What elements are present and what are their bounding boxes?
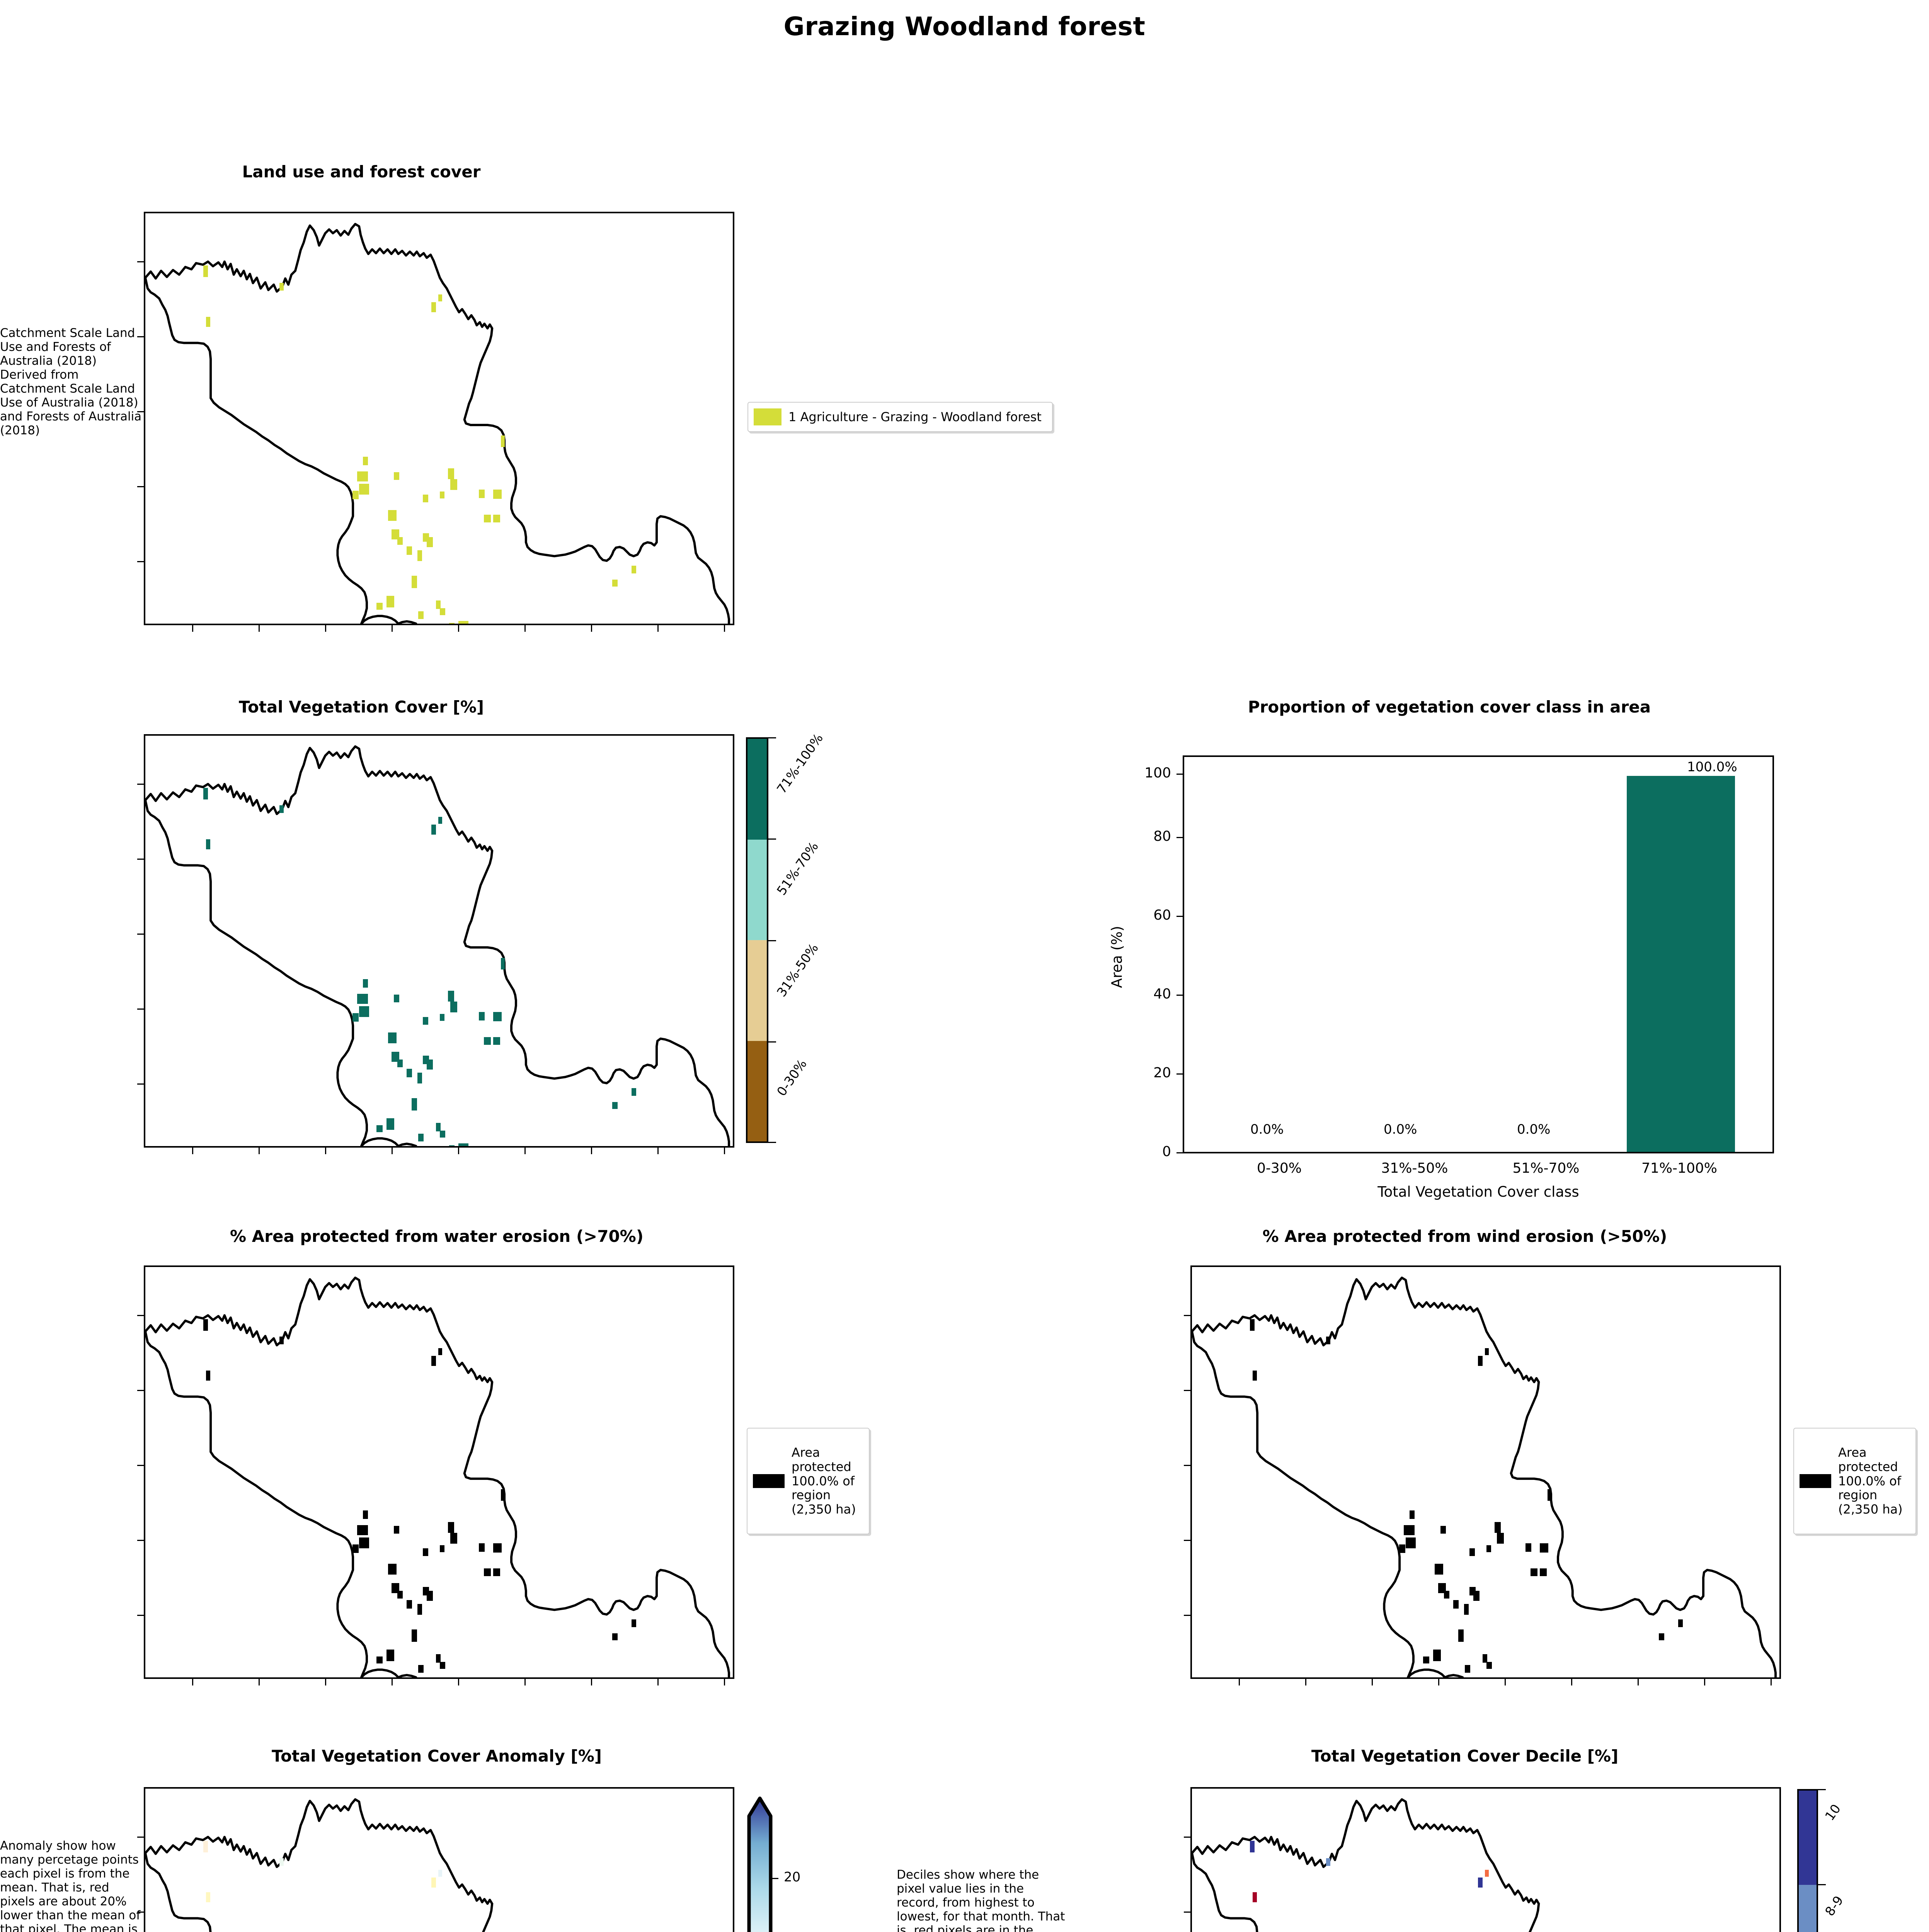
colorbar-segment-8-9 xyxy=(1799,1885,1817,1932)
decile-label-8-9: 8-9 xyxy=(1822,1893,1846,1919)
wind-erosion-legend: Area protected 100.0% of region (2,350 h… xyxy=(1793,1428,1916,1534)
wind-erosion-pixels xyxy=(1250,1319,1683,1673)
bar-71-100 xyxy=(1627,776,1735,1152)
wind-erosion-legend-swatch xyxy=(1800,1474,1831,1488)
colorbar-label-0-30: 0-30% xyxy=(774,1056,810,1099)
land-use-map-svg xyxy=(145,223,730,624)
y-tick-60: 60 xyxy=(1153,907,1171,923)
land-use-legend-swatch xyxy=(754,408,781,425)
y-tick-20: 20 xyxy=(1153,1065,1171,1081)
x-tick-51-70: 51%-70% xyxy=(1512,1160,1580,1176)
water-erosion-legend-label: Area protected 100.0% of region (2,350 h… xyxy=(792,1445,856,1517)
decile-colorbar-ticks: 10 8-9 4-7 2-3 1 xyxy=(1818,1789,1929,1932)
water-erosion-map xyxy=(144,1265,734,1679)
veg-cover-colorbar-ticks: 71%-100% 51%-70% 31%-50% 0-30% xyxy=(768,731,884,1143)
anomaly-pixels xyxy=(203,1841,442,1902)
anomaly-caption: Anomaly show how many percetage points e… xyxy=(0,1839,141,1932)
water-erosion-legend-swatch xyxy=(753,1474,785,1488)
y-tick-40: 40 xyxy=(1153,986,1171,1002)
land-use-map xyxy=(144,212,734,625)
veg-cover-colorbar xyxy=(746,737,768,1143)
x-tick-71-100: 71%-100% xyxy=(1641,1160,1717,1176)
y-tick-80: 80 xyxy=(1153,828,1171,844)
land-use-legend-label: 1 Agriculture - Grazing - Woodland fores… xyxy=(788,409,1042,424)
wind-erosion-map xyxy=(1190,1265,1781,1679)
veg-cover-map xyxy=(144,734,734,1148)
colorbar-segment-51-70 xyxy=(747,839,767,940)
bar-label-0-30: 0.0% xyxy=(1250,1122,1284,1137)
land-use-caption: Catchment Scale Land Use and Forests of … xyxy=(0,326,142,437)
decile-map-svg xyxy=(1192,1798,1540,1932)
anomaly-tick-20: 20 xyxy=(784,1869,801,1885)
water-erosion-legend: Area protected 100.0% of region (2,350 h… xyxy=(747,1428,870,1534)
land-use-legend: 1 Agriculture - Grazing - Woodland fores… xyxy=(747,402,1053,432)
colorbar-label-31-50: 31%-50% xyxy=(774,940,821,1000)
colorbar-segment-71-100 xyxy=(747,739,767,840)
colorbar-segment-10 xyxy=(1799,1791,1817,1885)
veg-proportion-chart-annotations: 0.0% 0.0% 0.0% 100.0% 0 20 40 60 80 100 … xyxy=(1109,755,1774,1200)
water-erosion-panel-title: % Area protected from water erosion (>70… xyxy=(230,1227,644,1246)
anomaly-panel-title: Total Vegetation Cover Anomaly [%] xyxy=(272,1747,602,1765)
anomaly-colorbar-ticks: 20 10 0 −10 −20 xyxy=(771,1793,894,1932)
land-use-panel-title: Land use and forest cover xyxy=(242,162,481,181)
anomaly-map-svg xyxy=(145,1798,494,1932)
decile-colorbar xyxy=(1797,1789,1818,1932)
decile-label-10: 10 xyxy=(1822,1801,1844,1823)
colorbar-segment-31-50 xyxy=(747,940,767,1041)
wind-erosion-panel-title: % Area protected from wind erosion (>50%… xyxy=(1262,1227,1667,1246)
colorbar-label-71-100: 71%-100% xyxy=(774,731,826,796)
anomaly-colorbar xyxy=(747,1796,773,1932)
veg-cover-pixels xyxy=(203,788,636,1146)
water-erosion-map-svg xyxy=(145,1276,730,1677)
decile-map xyxy=(1190,1787,1781,1932)
decile-panel-title: Total Vegetation Cover Decile [%] xyxy=(1311,1747,1619,1765)
bar-label-51-70: 0.0% xyxy=(1517,1122,1551,1137)
y-tick-0: 0 xyxy=(1162,1144,1171,1160)
page-title: Grazing Woodland forest xyxy=(783,12,1146,41)
colorbar-segment-0-30 xyxy=(747,1041,767,1141)
x-tick-31-50: 31%-50% xyxy=(1381,1160,1448,1176)
veg-proportion-chart xyxy=(1183,755,1774,1153)
land-use-pixels xyxy=(203,265,636,624)
water-erosion-pixels xyxy=(203,1319,636,1673)
y-tick-100: 100 xyxy=(1144,765,1171,781)
wind-erosion-map-svg xyxy=(1192,1276,1777,1677)
colorbar-label-51-70: 51%-70% xyxy=(774,839,821,898)
x-tick-0-30: 0-30% xyxy=(1257,1160,1302,1176)
bar-label-71-100: 100.0% xyxy=(1687,759,1737,775)
chart-y-axis-label: Area (%) xyxy=(1108,926,1125,988)
anomaly-map xyxy=(144,1787,734,1932)
decile-caption: Deciles show where the pixel value lies … xyxy=(897,1868,1065,1932)
veg-cover-panel-title: Total Vegetation Cover [%] xyxy=(238,697,484,716)
wind-erosion-legend-label: Area protected 100.0% of region (2,350 h… xyxy=(1838,1445,1903,1517)
chart-x-axis-label: Total Vegetation Cover class xyxy=(1377,1184,1579,1200)
decile-pixels xyxy=(1250,1841,1489,1902)
veg-cover-map-svg xyxy=(145,745,730,1146)
bar-label-31-50: 0.0% xyxy=(1384,1122,1417,1137)
veg-proportion-panel-title: Proportion of vegetation cover class in … xyxy=(1248,697,1651,716)
